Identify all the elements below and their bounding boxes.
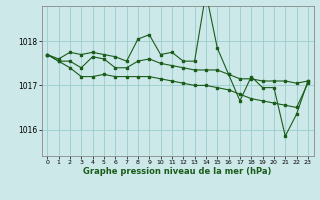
X-axis label: Graphe pression niveau de la mer (hPa): Graphe pression niveau de la mer (hPa) [84,167,272,176]
